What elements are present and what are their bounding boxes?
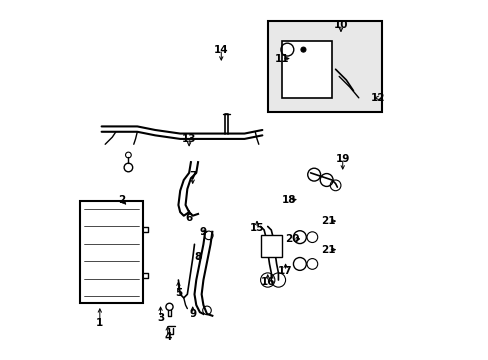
Text: 4: 4	[163, 332, 171, 342]
Text: 11: 11	[274, 54, 289, 64]
Text: 16: 16	[260, 277, 274, 287]
Text: 17: 17	[278, 266, 292, 276]
Text: 18: 18	[281, 195, 296, 204]
Bar	[80, 202, 142, 303]
Text: 9: 9	[189, 309, 196, 319]
Text: 3: 3	[157, 312, 164, 323]
Bar	[282, 41, 331, 98]
Text: 20: 20	[285, 234, 299, 244]
Text: 12: 12	[370, 93, 385, 103]
Text: 21: 21	[321, 216, 335, 226]
Text: 7: 7	[189, 171, 196, 181]
Text: 8: 8	[194, 252, 201, 262]
Text: 9: 9	[200, 227, 206, 237]
Text: 21: 21	[321, 245, 335, 255]
Bar	[260, 235, 282, 257]
Circle shape	[300, 47, 305, 52]
Text: 5: 5	[174, 288, 182, 297]
Bar	[267, 21, 381, 112]
Text: 2: 2	[118, 195, 124, 204]
Text: 1: 1	[96, 318, 103, 328]
Text: 19: 19	[335, 154, 349, 163]
Text: 15: 15	[249, 223, 264, 233]
Text: 10: 10	[333, 19, 347, 30]
Text: 6: 6	[185, 212, 192, 222]
Text: 14: 14	[214, 45, 228, 55]
Text: 13: 13	[182, 134, 196, 144]
